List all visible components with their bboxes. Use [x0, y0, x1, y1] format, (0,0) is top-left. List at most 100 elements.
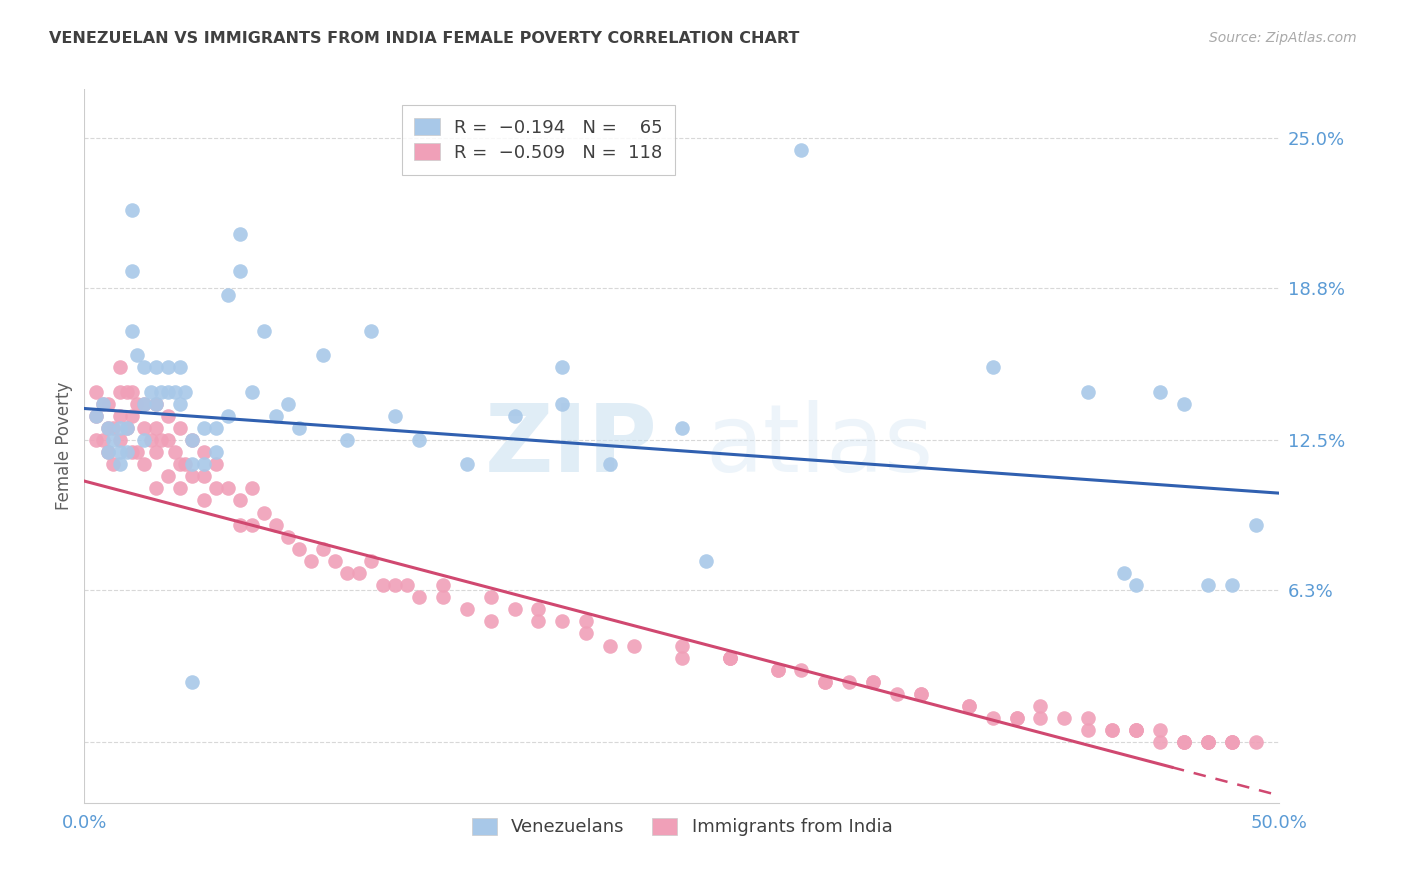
Point [86, 409, 108, 423]
Point [86, 433, 108, 447]
Point [1173, 397, 1195, 411]
Point [149, 433, 172, 447]
Point [838, 674, 860, 689]
Point [121, 203, 143, 218]
Point [396, 578, 419, 592]
Point [205, 421, 228, 435]
Point [1053, 711, 1076, 725]
Point [862, 674, 884, 689]
Point [671, 650, 693, 665]
Point [101, 457, 124, 471]
Point [97, 421, 120, 435]
Text: ZIP: ZIP [485, 400, 658, 492]
Point [288, 541, 311, 556]
Point [551, 397, 574, 411]
Point [1114, 566, 1136, 580]
Point [145, 397, 167, 411]
Point [1077, 384, 1099, 399]
Point [575, 615, 598, 629]
Point [97, 397, 120, 411]
Point [181, 457, 204, 471]
Point [145, 397, 167, 411]
Point [97, 421, 120, 435]
Point [301, 554, 323, 568]
Point [97, 445, 120, 459]
Point [101, 433, 124, 447]
Point [814, 674, 837, 689]
Point [132, 457, 156, 471]
Point [981, 711, 1004, 725]
Point [277, 397, 299, 411]
Point [229, 517, 252, 532]
Point [121, 263, 143, 277]
Point [240, 384, 263, 399]
Point [169, 360, 191, 375]
Point [1244, 517, 1267, 532]
Point [695, 554, 717, 568]
Point [157, 409, 180, 423]
Point [157, 360, 180, 375]
Point [408, 590, 430, 604]
Point [1173, 735, 1195, 749]
Point [551, 360, 574, 375]
Point [671, 639, 693, 653]
Point [145, 360, 167, 375]
Point [623, 639, 645, 653]
Point [1005, 711, 1028, 725]
Point [193, 445, 215, 459]
Point [110, 421, 132, 435]
Point [193, 457, 215, 471]
Point [110, 445, 132, 459]
Point [93, 397, 115, 411]
Point [1197, 735, 1219, 749]
Point [1220, 735, 1243, 749]
Point [193, 493, 215, 508]
Point [671, 421, 693, 435]
Point [1125, 723, 1147, 738]
Point [456, 602, 478, 616]
Point [432, 578, 454, 592]
Point [229, 493, 252, 508]
Point [217, 481, 239, 495]
Point [599, 639, 621, 653]
Point [125, 348, 148, 362]
Point [1029, 699, 1052, 714]
Point [575, 626, 598, 640]
Point [173, 384, 195, 399]
Point [117, 421, 139, 435]
Point [336, 566, 359, 580]
Point [1101, 723, 1123, 738]
Point [1197, 735, 1219, 749]
Point [86, 409, 108, 423]
Point [165, 384, 187, 399]
Point [1125, 723, 1147, 738]
Point [181, 674, 204, 689]
Point [718, 650, 741, 665]
Point [1149, 735, 1171, 749]
Point [1173, 735, 1195, 749]
Point [599, 457, 621, 471]
Point [169, 457, 191, 471]
Point [181, 433, 204, 447]
Point [125, 397, 148, 411]
Text: Source: ZipAtlas.com: Source: ZipAtlas.com [1209, 31, 1357, 45]
Point [132, 397, 156, 411]
Point [1077, 711, 1099, 725]
Point [479, 590, 502, 604]
Point [1197, 578, 1219, 592]
Point [1125, 578, 1147, 592]
Point [790, 663, 813, 677]
Point [141, 433, 163, 447]
Point [1220, 735, 1243, 749]
Point [288, 421, 311, 435]
Point [93, 397, 115, 411]
Point [1005, 711, 1028, 725]
Point [886, 687, 908, 701]
Point [360, 554, 382, 568]
Point [1077, 723, 1099, 738]
Point [790, 143, 813, 157]
Point [527, 615, 550, 629]
Point [957, 699, 980, 714]
Point [456, 457, 478, 471]
Point [1220, 578, 1243, 592]
